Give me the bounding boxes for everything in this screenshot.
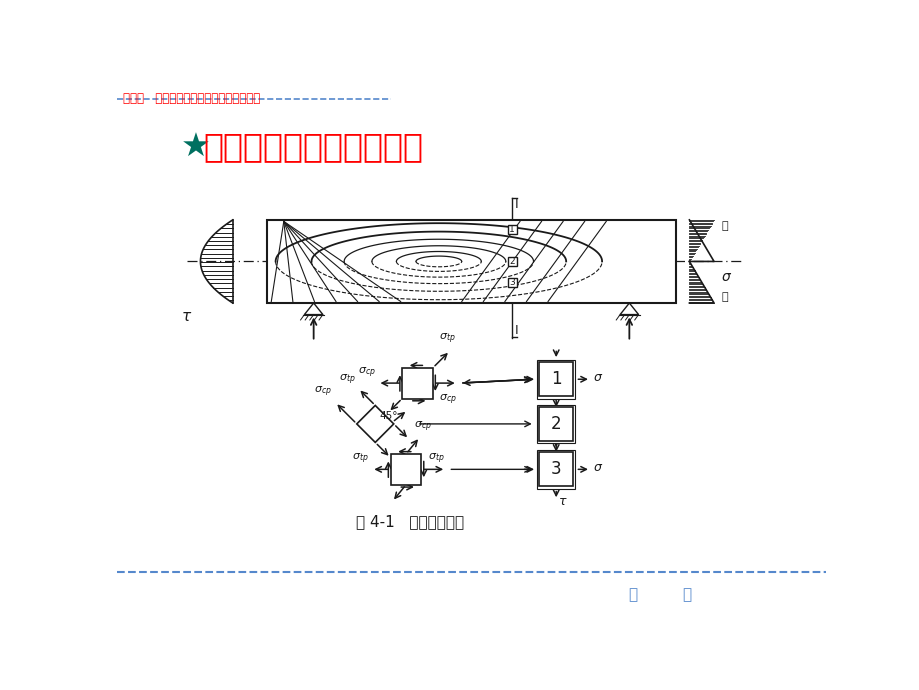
Text: σ: σ <box>721 270 730 284</box>
Text: σ: σ <box>593 462 600 474</box>
Text: $\sigma_{tp}$: $\sigma_{tp}$ <box>338 373 355 387</box>
Bar <box>539 407 573 441</box>
Text: τ: τ <box>558 450 565 463</box>
Text: I: I <box>514 198 517 211</box>
Bar <box>267 220 675 303</box>
Text: $\sigma_{cp}$: $\sigma_{cp}$ <box>357 366 376 380</box>
Text: $\sigma_{cp}$: $\sigma_{cp}$ <box>414 420 431 434</box>
Text: 概: 概 <box>628 587 637 602</box>
Text: 3: 3 <box>509 278 515 287</box>
Text: 图 4-1   主应力轨迹线: 图 4-1 主应力轨迹线 <box>356 514 463 529</box>
Text: $\sigma_{tp}$: $\sigma_{tp}$ <box>427 452 444 466</box>
Text: 1: 1 <box>509 226 515 235</box>
Text: 3: 3 <box>550 460 561 478</box>
Bar <box>537 404 574 443</box>
Text: 1: 1 <box>550 371 561 388</box>
Text: ★: ★ <box>180 130 210 164</box>
Text: 第四章   钢筋砼受弯构件斜截面承载力计算: 第四章 钢筋砼受弯构件斜截面承载力计算 <box>123 92 260 105</box>
Text: 拉: 拉 <box>721 292 728 302</box>
Bar <box>539 362 573 396</box>
Bar <box>539 453 573 486</box>
Text: $\sigma_{cp}$: $\sigma_{cp}$ <box>314 385 332 400</box>
Bar <box>537 360 574 399</box>
Text: 2: 2 <box>509 257 515 266</box>
Text: 2: 2 <box>550 415 561 433</box>
Text: 压: 压 <box>721 221 728 231</box>
Text: τ: τ <box>182 309 191 324</box>
Bar <box>537 450 574 489</box>
Text: $\sigma_{tp}$: $\sigma_{tp}$ <box>438 332 455 346</box>
Text: τ: τ <box>558 495 565 508</box>
Text: I: I <box>514 324 517 337</box>
Bar <box>507 277 516 287</box>
Bar <box>507 257 516 266</box>
Text: 匀质弹性材料梁应力状态: 匀质弹性材料梁应力状态 <box>203 130 423 164</box>
Text: τ: τ <box>558 405 565 418</box>
Text: $\sigma_{cp}$: $\sigma_{cp}$ <box>438 393 457 406</box>
Text: σ: σ <box>593 371 600 384</box>
Text: 述: 述 <box>682 587 691 602</box>
Bar <box>402 368 433 399</box>
Bar <box>507 225 516 235</box>
Text: $\sigma_{tp}$: $\sigma_{tp}$ <box>352 452 369 466</box>
Text: 45°: 45° <box>379 411 397 421</box>
Bar <box>391 454 421 485</box>
